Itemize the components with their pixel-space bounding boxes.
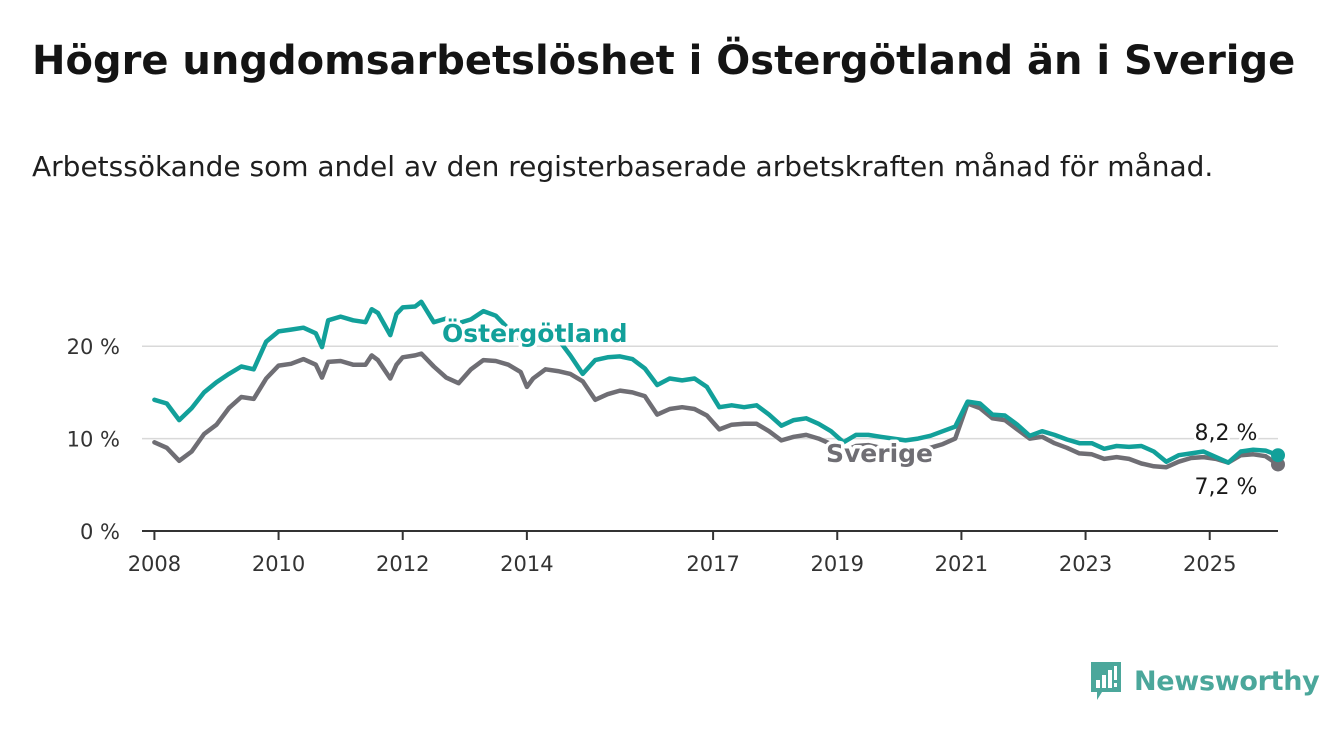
end-label-sverige: 7,2 % [1195,475,1258,500]
x-tick-label: 2025 [1183,552,1236,576]
chart-title: Högre ungdomsarbetslöshet i Östergötland… [32,38,1296,84]
brand-name: Newsworthy [1134,665,1320,697]
y-tick-label: 0 % [80,520,120,544]
y-tick-label: 10 % [67,428,120,452]
series-line-ostergotland [152,299,1281,465]
grid-lines [142,345,1278,440]
chart-subtitle: Arbetssökande som andel av den registerb… [32,150,1214,183]
newsworthy-logo: Newsworthy [1088,660,1320,702]
end-marker-ostergotland [1271,448,1285,463]
axes: 0 % 10 % 20 % 2008 2010 2012 2014 2017 2019 2021 2… [67,335,1278,576]
y-tick-label: 20 % [67,335,120,359]
x-tick-label: 2019 [811,552,864,576]
x-tick-label: 2008 [128,552,181,576]
x-tick-label: 2010 [252,552,305,576]
series-label-ostergotland: Östergötland [442,318,628,348]
x-tick-label: 2023 [1059,552,1112,576]
x-tick-label: 2021 [935,552,988,576]
series-line-sverige [152,351,1281,470]
series-label-sverige: Sverige [826,439,933,468]
x-tick-label: 2012 [376,552,429,576]
series-lines [152,299,1285,472]
x-tick-label: 2014 [500,552,553,576]
x-tick-label: 2017 [686,552,739,576]
newsworthy-bar-chart-icon [1091,662,1121,700]
end-label-ostergotland: 8,2 % [1195,421,1258,446]
series-labels: Östergötland Sverige 8,2 % 7,2 % [439,315,1260,503]
